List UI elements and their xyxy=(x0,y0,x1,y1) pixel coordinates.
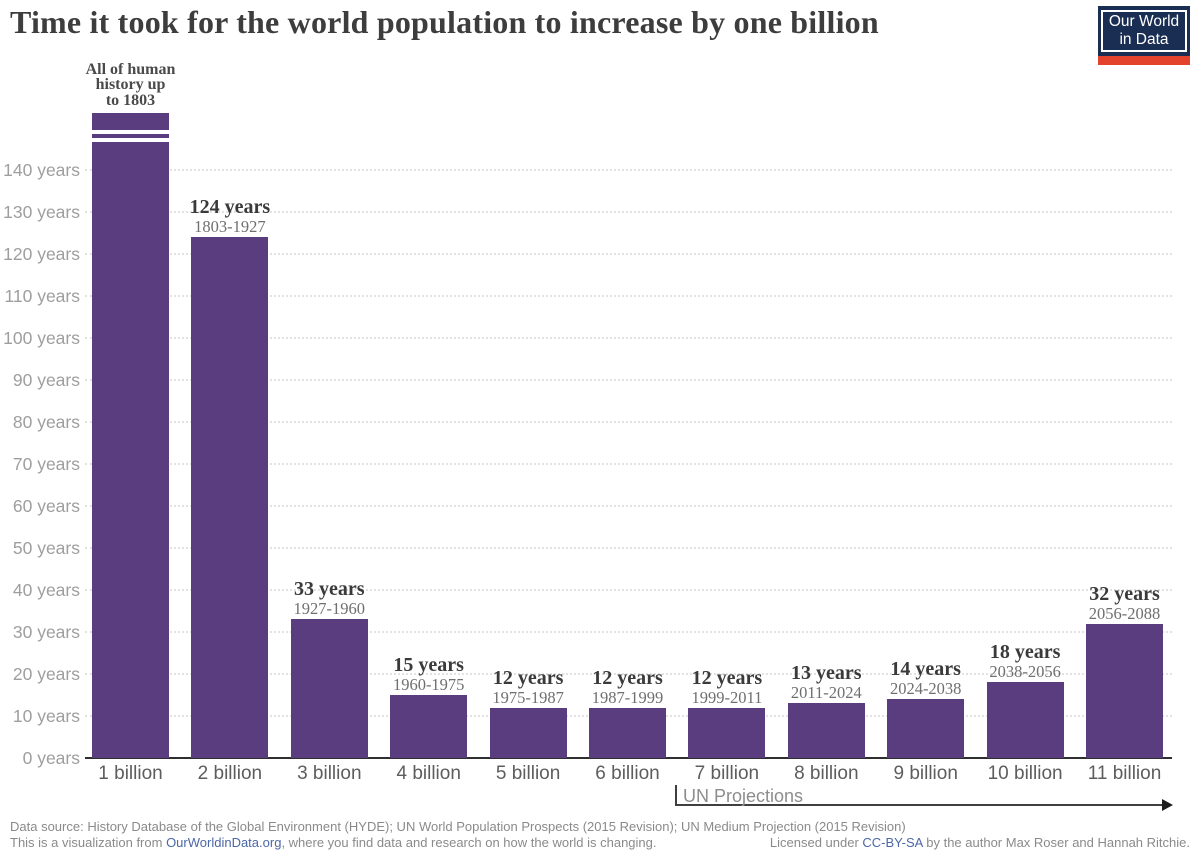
gridline xyxy=(85,421,1172,423)
gridline xyxy=(85,211,1172,213)
x-tick-label: 10 billion xyxy=(987,763,1063,784)
bar-value-label: 12 years 1999-2011 xyxy=(691,666,763,707)
visualization-credit-text: This is a visualization from xyxy=(10,835,167,850)
bar xyxy=(887,699,965,758)
x-tick-label: 3 billion xyxy=(297,763,362,784)
y-tick-label: 0 years xyxy=(22,748,80,768)
bar xyxy=(986,682,1064,758)
license-credit: Licensed under CC-BY-SA by the author Ma… xyxy=(770,835,1190,850)
y-tick-label: 10 years xyxy=(12,706,80,726)
ourworldindata-link[interactable]: OurWorldinData.org xyxy=(166,835,282,850)
un-projections-label: UN Projections xyxy=(683,786,804,806)
un-projections-arrow-icon xyxy=(1162,799,1173,811)
y-tick-label: 100 years xyxy=(3,328,80,348)
bar xyxy=(1086,623,1163,758)
page-title: Time it took for the world population to… xyxy=(10,4,879,40)
bar-value-label: 14 years 2024-2038 xyxy=(889,658,962,699)
license-credit-text-2: by the author Max Roser and Hannah Ritch… xyxy=(922,835,1190,850)
y-tick-label: 30 years xyxy=(12,622,80,642)
owid-logo-stripe xyxy=(1098,56,1190,65)
footer-credits: This is a visualization from OurWorldinD… xyxy=(10,835,1190,850)
un-projections-bracket-line xyxy=(675,804,1164,806)
y-tick-label: 50 years xyxy=(12,538,80,558)
license-credit-text: Licensed under xyxy=(769,835,863,850)
y-tick-label: 70 years xyxy=(12,454,80,474)
y-tick-label: 40 years xyxy=(12,580,80,600)
bar xyxy=(191,237,269,758)
gridline xyxy=(85,337,1172,339)
gridline xyxy=(85,631,1172,633)
x-tick-label: 1 billion xyxy=(98,763,163,784)
cc-by-sa-link[interactable]: CC-BY-SA xyxy=(862,835,923,850)
bar-value-label: 124 years 1803-1927 xyxy=(189,196,271,237)
owid-logo: Our World in Data xyxy=(1098,6,1190,65)
bar-value-label: 12 years 1975-1987 xyxy=(492,666,564,707)
bar xyxy=(489,707,567,758)
bar-value-label: 15 years 1960-1975 xyxy=(392,654,465,694)
gridline xyxy=(85,463,1172,465)
axis-break-stripe xyxy=(92,138,169,143)
x-tick-label: 5 billion xyxy=(495,763,561,784)
gridline xyxy=(85,505,1172,507)
bar-value-label: 33 years 1927-1960 xyxy=(293,578,366,619)
bar xyxy=(290,619,368,758)
data-source-note: Data source: History Database of the Glo… xyxy=(10,819,906,834)
y-tick-label: 90 years xyxy=(12,370,80,390)
x-tick-label: 9 billion xyxy=(893,763,958,784)
visualization-credit-text-2: , where you find data and research on ho… xyxy=(281,835,657,850)
gridline xyxy=(85,547,1172,549)
gridline xyxy=(85,253,1172,255)
x-tick-label: 2 billion xyxy=(197,763,263,784)
bar xyxy=(92,113,169,758)
owid-logo-frame: Our World in Data xyxy=(1101,10,1187,52)
axis-break-stripe xyxy=(92,130,169,135)
y-tick-label: 130 years xyxy=(3,202,80,222)
x-tick-label: 6 billion xyxy=(595,763,660,784)
x-tick-label: 7 billion xyxy=(694,763,760,784)
owid-logo-line2: in Data xyxy=(1119,31,1169,48)
visualization-credit: This is a visualization from OurWorldinD… xyxy=(10,835,657,850)
y-tick-label: 120 years xyxy=(3,244,80,264)
bar-annotation: All of human history up to 1803 xyxy=(85,60,176,109)
owid-logo-line1: Our World xyxy=(1108,13,1180,30)
gridline xyxy=(85,379,1172,381)
bar xyxy=(390,695,468,758)
x-tick-label: 11 billion xyxy=(1087,763,1162,784)
x-tick-label: 4 billion xyxy=(396,763,461,784)
y-tick-label: 140 years xyxy=(3,160,80,180)
gridline xyxy=(85,169,1172,171)
bar xyxy=(589,707,666,758)
gridline xyxy=(85,295,1172,297)
y-tick-label: 60 years xyxy=(12,496,80,516)
y-tick-label: 110 years xyxy=(4,286,80,306)
bar-value-label: 18 years 2038-2056 xyxy=(989,641,1061,682)
un-projections-bracket-tick xyxy=(675,785,677,806)
y-tick-label: 80 years xyxy=(12,412,80,432)
bar xyxy=(688,707,766,758)
x-axis-line xyxy=(85,757,1172,759)
gridline xyxy=(85,589,1172,591)
bar-value-label: 13 years 2011-2024 xyxy=(790,662,862,703)
bar-value-label: 12 years 1987-1999 xyxy=(591,666,664,707)
gridline xyxy=(85,673,1172,675)
bar xyxy=(787,703,865,758)
bar-value-label: 32 years 2056-2088 xyxy=(1088,582,1161,623)
x-tick-label: 8 billion xyxy=(794,763,859,784)
y-tick-label: 20 years xyxy=(12,664,80,684)
